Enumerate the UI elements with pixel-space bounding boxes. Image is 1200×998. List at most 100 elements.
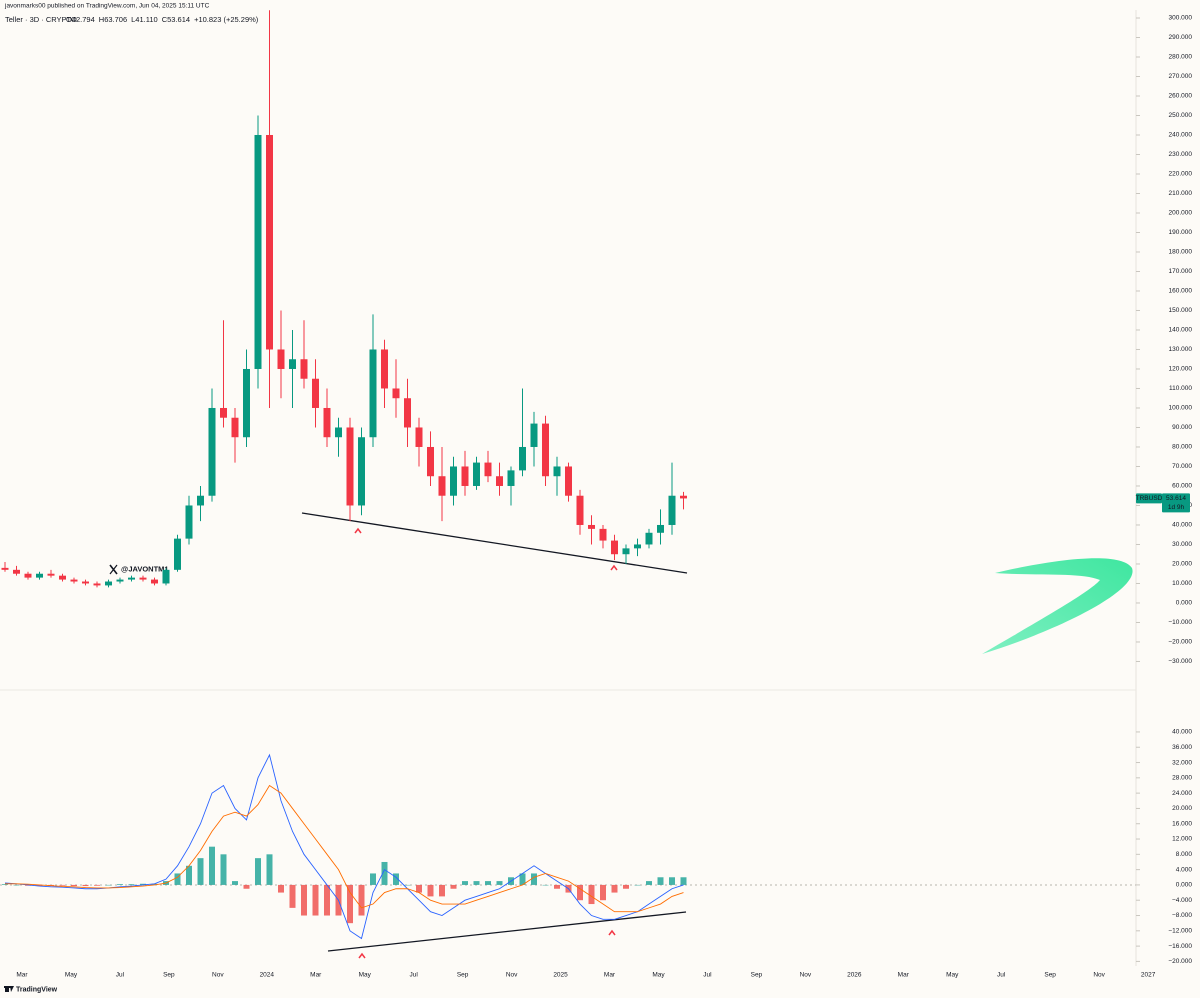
y-tick-label: 170.000 — [1169, 268, 1193, 275]
y-tick-label: 220.000 — [1169, 171, 1193, 178]
candle-body — [128, 577, 135, 580]
y-tick-label: 150.000 — [1169, 307, 1193, 314]
candle-body — [254, 134, 262, 369]
histogram-bar — [174, 873, 181, 885]
histogram-bar — [370, 873, 376, 885]
candle-body — [519, 446, 526, 471]
x-tick-label: 2025 — [553, 972, 568, 979]
y-tick-label: 90.000 — [1172, 424, 1192, 431]
candle-body — [59, 575, 66, 580]
y-tick-label: 10.000 — [1172, 580, 1192, 587]
ohlc-value: H63.706 — [99, 15, 127, 24]
candle-body — [427, 446, 434, 477]
logo-swoosh — [982, 558, 1133, 654]
ohlc-value: C53.614 — [162, 15, 190, 24]
candle-body — [93, 583, 101, 586]
histogram-bar — [554, 884, 560, 889]
publisher: javonmarks00 published on TradingView.co… — [4, 3, 210, 10]
histogram-bar — [324, 884, 330, 916]
candle-body — [473, 462, 480, 486]
candle-body — [657, 524, 664, 533]
histogram-bar — [531, 873, 537, 885]
y-tick-label: 40.000 — [1172, 522, 1192, 529]
y-tick-label: 140.000 — [1169, 327, 1193, 334]
histogram-bar — [36, 884, 43, 887]
candle-body — [461, 466, 469, 486]
candle-body — [231, 417, 239, 438]
x-tick-label: Nov — [1093, 972, 1105, 979]
candle-body — [381, 349, 388, 389]
candle-body — [277, 349, 285, 369]
candle-body — [438, 476, 446, 496]
y-tick-label: 20.000 — [1172, 805, 1192, 812]
histogram-bar — [519, 873, 526, 885]
histogram-bar — [128, 884, 135, 885]
candle-body — [323, 407, 331, 438]
histogram-bar — [646, 881, 652, 885]
y-tick-label: 0.000 — [1176, 882, 1193, 889]
y-tick-label: 260.000 — [1169, 93, 1193, 100]
histogram-bar — [151, 883, 158, 885]
candle-body — [358, 437, 365, 506]
histogram-bar — [347, 884, 353, 924]
candle-body — [36, 573, 43, 578]
histogram-bar — [439, 884, 445, 897]
histogram-bar — [416, 884, 422, 893]
histogram-bar — [404, 884, 411, 886]
candle-body — [105, 581, 112, 586]
x-tick-label: Jul — [410, 972, 419, 979]
candle-body — [530, 423, 538, 447]
candle-body — [82, 581, 89, 584]
histogram-bar — [680, 877, 687, 885]
y-tick-label: 4.000 — [1176, 866, 1193, 873]
histogram-bar — [358, 884, 365, 916]
y-tick-label: 210.000 — [1169, 190, 1193, 197]
candle-body — [565, 466, 572, 496]
histogram-bar — [197, 858, 204, 885]
ohlc-value: +10.823 (+25.29%) — [194, 15, 259, 24]
histogram-bar — [600, 884, 606, 901]
histogram-bar — [266, 854, 273, 885]
candle-body — [415, 427, 423, 447]
x-tick-label: Sep — [1044, 972, 1056, 979]
y-tick-label: 70.000 — [1172, 463, 1192, 470]
y-tick-label: 8.000 — [1176, 851, 1193, 858]
y-tick-label: 16.000 — [1172, 820, 1192, 827]
y-tick-label: −8.000 — [1172, 912, 1192, 919]
candle-body — [70, 579, 78, 582]
x-tick-label: Jul — [997, 972, 1006, 979]
histogram-bar — [243, 884, 250, 889]
x-tick-label: Sep — [457, 972, 469, 979]
candle-body — [47, 573, 55, 576]
histogram-bar — [588, 884, 595, 905]
histogram-bar — [105, 884, 112, 886]
x-tick-label: Mar — [604, 972, 616, 979]
histogram-bar — [220, 854, 227, 885]
histogram-bar — [669, 877, 675, 885]
x-tick-label: May — [65, 972, 78, 979]
y-tick-label: 40.000 — [1172, 729, 1192, 736]
y-tick-label: −10.000 — [1168, 619, 1192, 626]
symbol-tag-bg — [1136, 493, 1162, 504]
y-tick-label: 80.000 — [1172, 444, 1192, 451]
histogram-bar — [473, 881, 480, 885]
y-tick-label: −30.000 — [1168, 658, 1192, 665]
y-tick-label: 190.000 — [1169, 229, 1193, 236]
y-tick-label: 300.000 — [1169, 15, 1193, 22]
histogram-bar — [634, 884, 641, 886]
y-tick-label: −12.000 — [1168, 928, 1192, 935]
histogram-bar — [13, 884, 20, 886]
candle-body — [484, 462, 492, 477]
y-tick-label: 130.000 — [1169, 346, 1193, 353]
y-tick-label: 100.000 — [1169, 405, 1193, 412]
y-tick-label: 270.000 — [1169, 73, 1193, 80]
y-tick-label: 120.000 — [1169, 366, 1193, 373]
histogram-bar — [289, 884, 296, 908]
candle-body — [576, 495, 584, 525]
candle-body — [162, 569, 170, 584]
y-tick-label: 24.000 — [1172, 790, 1192, 797]
y-tick-label: 230.000 — [1169, 151, 1193, 158]
ohlc: O42.794 H63.706 L41.110 C53.614 +10.823 (+25… — [66, 15, 259, 24]
histogram-bar — [232, 881, 238, 885]
